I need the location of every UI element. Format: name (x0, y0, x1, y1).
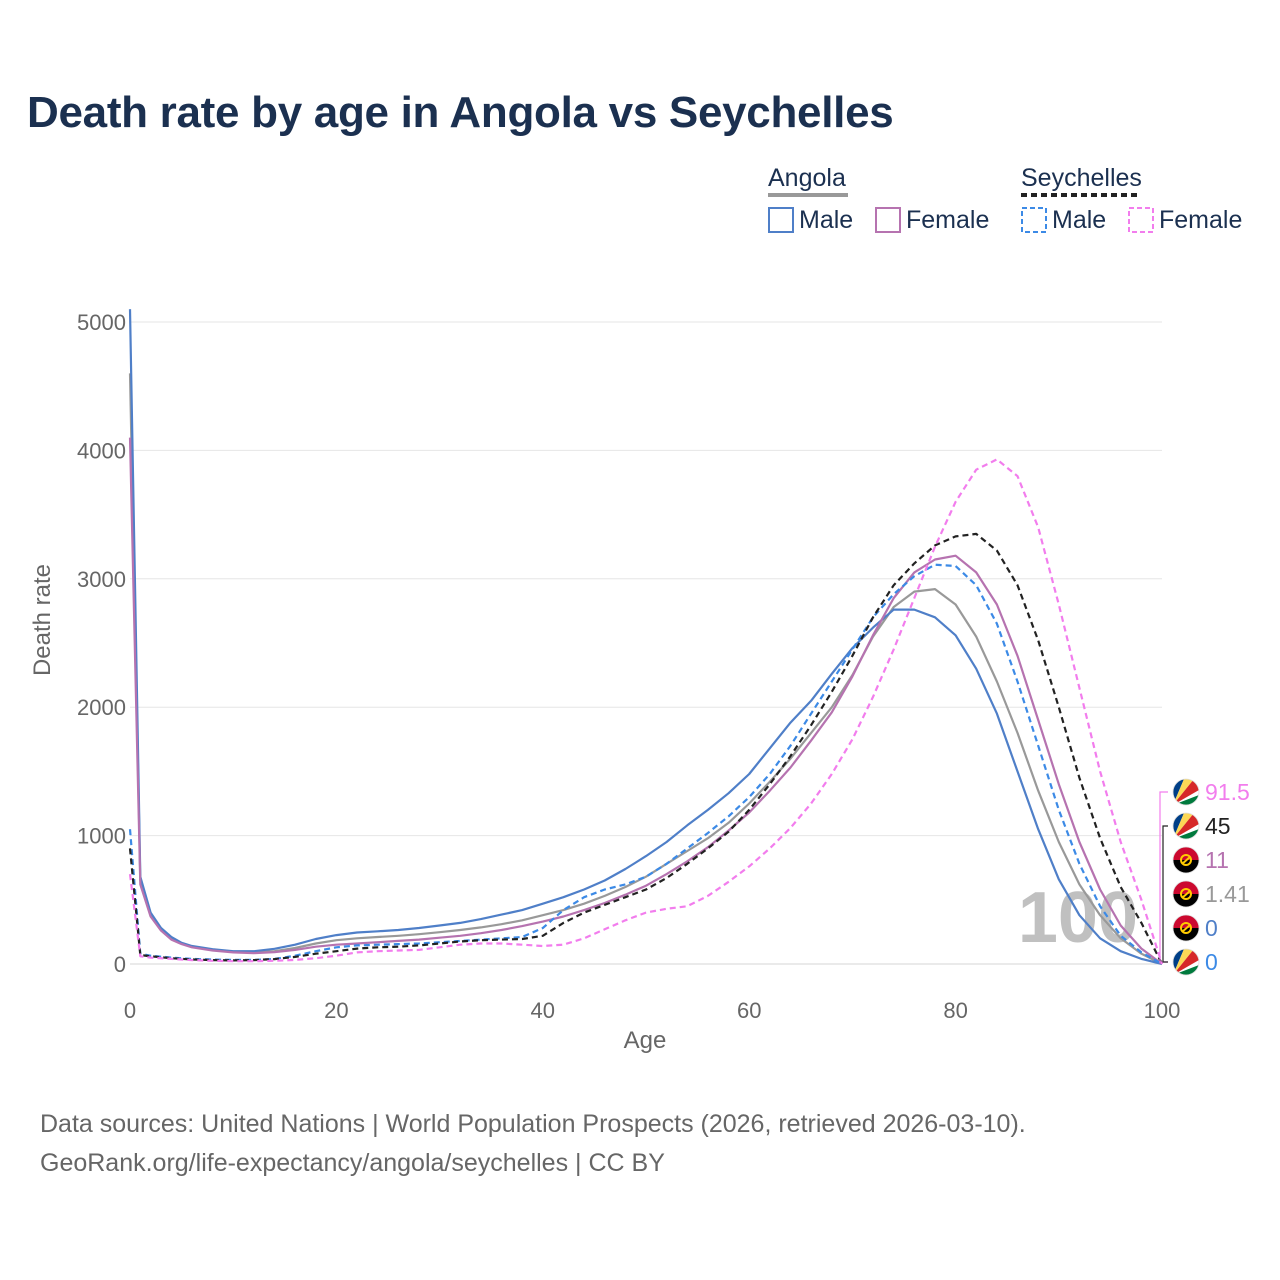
end-label-value: 11 (1205, 847, 1229, 873)
legend-group-seychelles-label: Seychelles (1021, 164, 1142, 192)
legend-group-angola[interactable]: Angola Male Female (768, 164, 989, 234)
end-label-value: 45 (1205, 813, 1231, 839)
legend-angola-male-label: Male (799, 206, 853, 234)
x-tick-label: 20 (324, 998, 348, 1023)
footer-sources: Data sources: United Nations | World Pop… (40, 1110, 1026, 1138)
legend-angola-female-label: Female (906, 206, 989, 234)
x-tick-label: 40 (531, 998, 555, 1023)
page-title: Death rate by age in Angola vs Seychelle… (27, 88, 894, 137)
end-label-value: 0 (1205, 949, 1218, 975)
series-line-seychelles-female[interactable] (128, 458, 1164, 965)
x-tick-label: 100 (1144, 998, 1181, 1023)
legend-seychelles-male-label: Male (1052, 206, 1106, 234)
y-axis-ticks: 0 1000 2000 3000 4000 5000 (77, 310, 126, 977)
y-axis-label: Death rate (29, 564, 56, 676)
legend-angola-male-swatch (768, 207, 794, 233)
year-watermark: 100 (1018, 878, 1138, 958)
series-line-angola-male[interactable] (128, 309, 1163, 966)
end-label-connector (1159, 791, 1168, 963)
y-tick-label: 4000 (77, 438, 126, 463)
y-tick-label: 5000 (77, 310, 126, 335)
x-axis-ticks: 0 20 40 60 80 100 (124, 998, 1180, 1023)
end-label-value: 1.41 (1205, 881, 1250, 907)
series-line-angola-female[interactable] (128, 437, 1163, 965)
legend-angola-female-swatch (875, 207, 901, 233)
x-tick-label: 0 (124, 998, 136, 1023)
x-tick-label: 80 (943, 998, 967, 1023)
legend-seychelles-female-swatch (1128, 207, 1154, 233)
legend: Angola Male Female Seychelles Male Femal… (768, 164, 1242, 234)
angola-flag-icon (1172, 914, 1200, 942)
y-tick-label: 1000 (77, 824, 126, 849)
end-labels: 91.5 45 11 1.41 0 0 (1159, 778, 1250, 976)
legend-seychelles-male-swatch (1021, 207, 1047, 233)
series-line-angola-total[interactable] (128, 373, 1163, 965)
gridlines (130, 321, 1162, 965)
series-line-seychelles-total[interactable] (128, 532, 1163, 965)
legend-group-angola-label: Angola (768, 164, 846, 192)
end-label-value: 91.5 (1205, 779, 1250, 805)
y-tick-label: 3000 (77, 567, 126, 592)
footer: Data sources: United Nations | World Pop… (40, 1105, 1026, 1183)
series-lines (128, 309, 1164, 966)
angola-flag-icon (1172, 880, 1200, 908)
x-axis-label: Age (624, 1027, 667, 1054)
legend-group-seychelles[interactable]: Seychelles Male Female (1021, 164, 1242, 234)
x-tick-label: 60 (737, 998, 761, 1023)
legend-seychelles-female-label: Female (1159, 206, 1242, 234)
seychelles-flag-icon (1172, 948, 1200, 976)
angola-flag-icon (1172, 846, 1200, 874)
end-label-value: 0 (1205, 915, 1218, 941)
seychelles-flag-icon (1172, 778, 1200, 806)
y-tick-label: 2000 (77, 695, 126, 720)
footer-link[interactable]: GeoRank.org/life-expectancy/angola/seych… (40, 1149, 665, 1177)
seychelles-flag-icon (1172, 812, 1200, 840)
series-line-seychelles-male[interactable] (128, 563, 1163, 965)
y-tick-label: 0 (114, 952, 126, 977)
end-label-connector (1162, 825, 1168, 963)
